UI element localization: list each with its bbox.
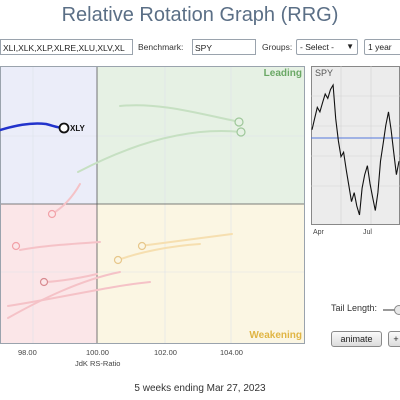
xlk-marker[interactable] — [234, 117, 244, 127]
xlk-tail — [119, 104, 241, 123]
x-tick-102: 102.00 — [154, 348, 177, 357]
period-select[interactable]: 1 year — [364, 39, 400, 55]
tail-length-slider[interactable] — [383, 305, 400, 315]
grid-lines — [0, 66, 305, 344]
toolbar: XLI,XLK,XLP,XLRE,XLU,XLV,XL Benchmark: S… — [0, 38, 400, 60]
spy-title: SPY — [315, 68, 333, 78]
x-tick-100: 100.00 — [86, 348, 109, 357]
xlb-marker[interactable] — [113, 255, 123, 265]
weakening-quadrant — [97, 204, 305, 344]
spy-chart: SPY Apr Jul — [311, 66, 400, 236]
xle-marker[interactable] — [39, 277, 49, 287]
xlre-marker[interactable] — [47, 209, 57, 219]
plot-frame — [0, 66, 305, 344]
page-title: Relative Rotation Graph (RRG) — [61, 4, 339, 26]
groups-select-value: - Select - — [300, 42, 335, 52]
groups-label: Groups: — [262, 42, 293, 52]
groups-select[interactable]: - Select - ▼ — [296, 39, 358, 55]
xly-marker[interactable] — [58, 122, 70, 134]
lagging-tail-2 — [7, 271, 121, 319]
xlv-marker[interactable] — [137, 241, 147, 251]
lagging-quadrant — [0, 204, 97, 344]
weakening-label: Weakening — [249, 330, 302, 341]
date-range-caption: 5 weeks ending Mar 27, 2023 — [134, 383, 266, 394]
x-tick-98: 98.00 — [18, 348, 37, 357]
symbols-input[interactable]: XLI,XLK,XLP,XLRE,XLU,XLV,XL — [0, 39, 133, 55]
animate-button[interactable]: animate — [331, 331, 382, 347]
xlv-tail — [139, 233, 233, 247]
lagging-tail — [7, 281, 151, 307]
improving-quadrant — [0, 66, 97, 204]
benchmark-label: Benchmark: — [138, 42, 184, 52]
xllo-tail — [77, 130, 242, 173]
chevron-down-icon: ▼ — [346, 42, 354, 51]
rrg-chart: Leading Weakening XLY 98.00 — [0, 66, 305, 344]
xlp-marker[interactable] — [11, 241, 21, 251]
tail-length-label: Tail Length: — [331, 303, 378, 313]
spy-grid — [311, 66, 400, 224]
spy-x-tick-jul: Jul — [363, 229, 372, 236]
period-select-value: 1 year — [368, 42, 392, 52]
xlb-tail — [117, 243, 201, 261]
x-tick-104: 104.00 — [220, 348, 243, 357]
slider-thumb[interactable] — [394, 305, 400, 315]
plus-button[interactable]: + — [388, 331, 400, 347]
spy-x-tick-apr: Apr — [313, 229, 325, 236]
rrg-x-axis: 98.00 100.00 102.00 104.00 JdK RS-Ratio — [0, 348, 305, 372]
leading-label: Leading — [264, 68, 302, 79]
spy-price-line — [311, 83, 400, 216]
xlp-tail — [19, 241, 101, 251]
xly-label: XLY — [70, 124, 85, 133]
leading-quadrant — [97, 66, 305, 204]
benchmark-input[interactable]: SPY — [192, 39, 256, 55]
faded-markers — [11, 117, 246, 287]
x-axis-label: JdK RS-Ratio — [75, 359, 121, 368]
xllo-marker[interactable] — [236, 127, 246, 137]
